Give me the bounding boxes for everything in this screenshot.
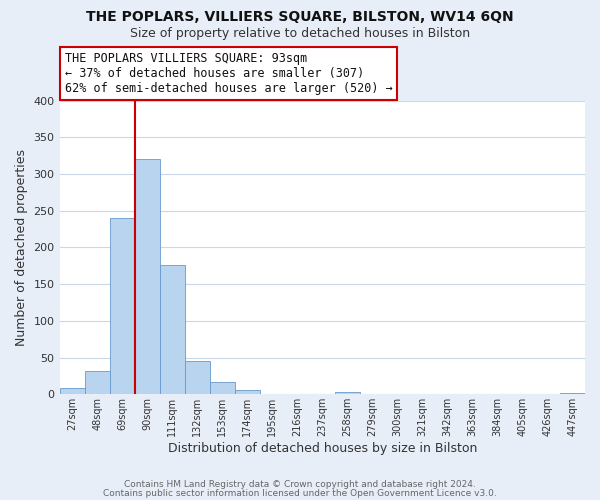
Bar (85, 371, 110, 394)
Text: THE POPLARS, VILLIERS SQUARE, BILSTON, WV14 6QN: THE POPLARS, VILLIERS SQUARE, BILSTON, W… (86, 10, 514, 24)
Bar (134, 160, 160, 394)
Text: Contains HM Land Registry data © Crown copyright and database right 2024.: Contains HM Land Registry data © Crown c… (124, 480, 476, 489)
Text: Size of property relative to detached houses in Bilston: Size of property relative to detached ho… (130, 28, 470, 40)
X-axis label: Distribution of detached houses by size in Bilston: Distribution of detached houses by size … (167, 442, 477, 455)
Bar (335, 392, 360, 394)
Text: Contains public sector information licensed under the Open Government Licence v3: Contains public sector information licen… (103, 489, 497, 498)
Bar (160, 265, 185, 394)
Bar (560, 393, 585, 394)
Bar (59, 388, 85, 394)
Bar (110, 218, 134, 394)
Text: THE POPLARS VILLIERS SQUARE: 93sqm
← 37% of detached houses are smaller (307)
62: THE POPLARS VILLIERS SQUARE: 93sqm ← 37%… (65, 52, 392, 95)
Y-axis label: Number of detached properties: Number of detached properties (15, 149, 28, 346)
Bar (209, 382, 235, 394)
Bar (185, 362, 209, 394)
Bar (235, 390, 260, 394)
